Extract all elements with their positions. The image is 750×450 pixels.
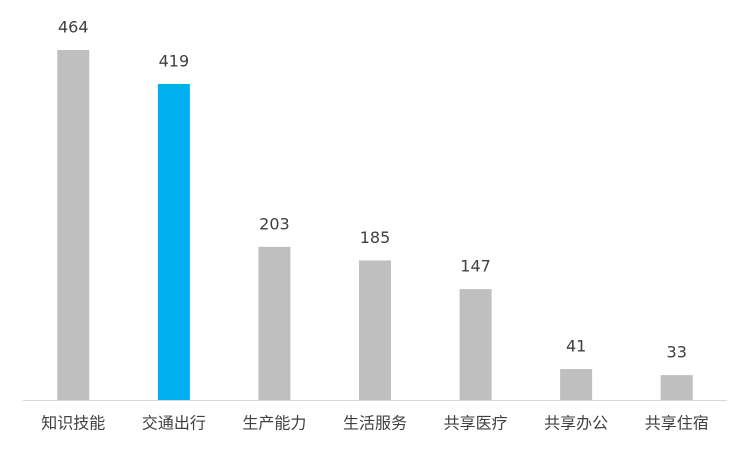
value-label: 33 bbox=[667, 343, 687, 362]
bar bbox=[459, 289, 492, 400]
bar bbox=[57, 50, 90, 400]
x-tick-label: 交通出行 bbox=[142, 414, 206, 433]
value-label: 419 bbox=[159, 51, 190, 70]
x-tick-label: 共享住宿 bbox=[645, 414, 709, 433]
x-tick-label: 共享办公 bbox=[544, 414, 608, 433]
x-tick-label: 共享医疗 bbox=[444, 414, 508, 433]
value-label: 464 bbox=[58, 18, 89, 37]
value-label: 185 bbox=[360, 228, 391, 247]
x-tick-label: 生活服务 bbox=[343, 414, 407, 433]
bar bbox=[359, 260, 391, 400]
bar bbox=[660, 375, 693, 400]
value-label: 147 bbox=[460, 257, 491, 276]
x-tick-label: 生产能力 bbox=[242, 414, 306, 433]
x-tick-label: 知识技能 bbox=[41, 414, 105, 433]
bar bbox=[560, 369, 593, 400]
value-label: 41 bbox=[566, 337, 586, 356]
bar bbox=[258, 246, 291, 400]
bar bbox=[157, 83, 190, 400]
value-label: 203 bbox=[259, 214, 290, 233]
